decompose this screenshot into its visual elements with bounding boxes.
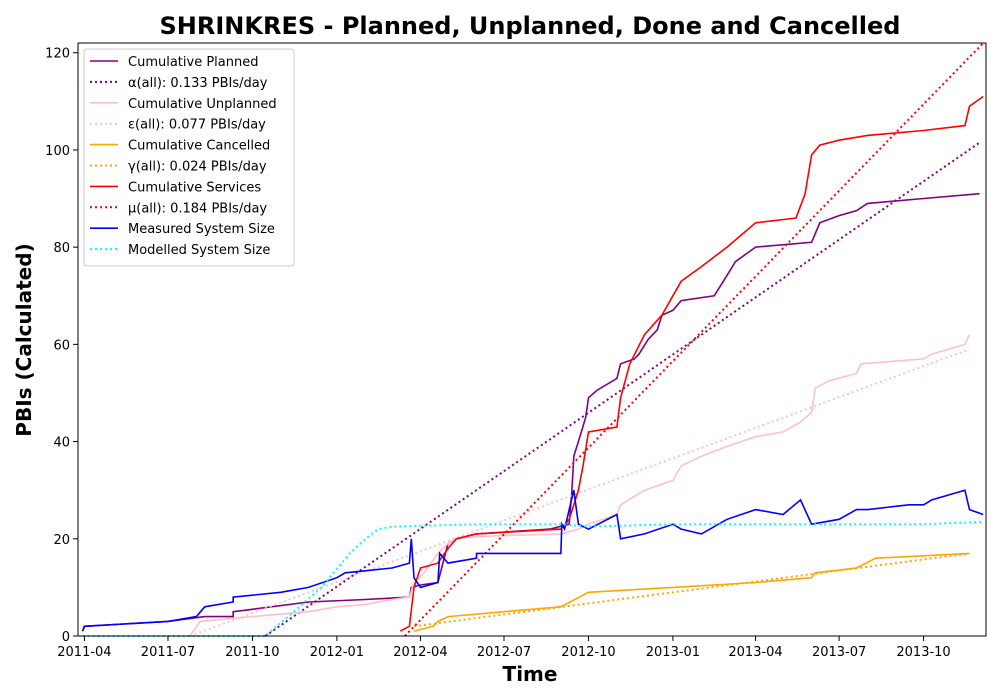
x-axis-label: Time — [503, 662, 558, 686]
chart-title: SHRINKRES - Planned, Unplanned, Done and… — [160, 12, 901, 40]
y-axis-label: PBIs (Calculated) — [12, 243, 36, 436]
series-line-modelled-system-size — [82, 520, 984, 637]
y-tick-label: 0 — [62, 630, 70, 645]
x-tick-label: 2013-04 — [728, 645, 782, 660]
series-line-cumulative-cancelled — [413, 552, 970, 632]
series-line-cumulative-planned — [81, 192, 980, 632]
y-tick-label: 100 — [45, 144, 70, 159]
series-line-cumulative-unplanned — [189, 334, 971, 637]
x-axis: 2011-04 2011-07 2011-10 2012-01 2012-04 2012-… — [57, 636, 951, 660]
legend-label: Modelled System Size — [128, 243, 270, 258]
plot-frame — [77, 42, 987, 637]
y-tick-label: 20 — [53, 533, 70, 548]
legend-label: Cumulative Services — [128, 180, 261, 195]
legend-label: ε(all): 0.077 PBIs/day — [128, 118, 266, 133]
plot-area — [81, 42, 984, 637]
series-line-all-0-024-pbis-day — [413, 552, 970, 628]
x-tick-label: 2013-10 — [896, 645, 950, 660]
legend-label: μ(all): 0.184 PBIs/day — [128, 201, 267, 216]
y-tick-label: 60 — [53, 338, 70, 353]
legend-label: α(all): 0.133 PBIs/day — [128, 76, 268, 91]
y-tick-label: 80 — [53, 241, 70, 256]
legend-label: Cumulative Planned — [128, 55, 258, 70]
x-tick-label: 2012-04 — [393, 645, 447, 660]
x-tick-label: 2012-10 — [561, 645, 615, 660]
x-tick-label: 2012-07 — [477, 645, 531, 660]
series-line-cumulative-services — [399, 95, 984, 632]
x-tick-label: 2011-04 — [57, 645, 111, 660]
legend-label: Measured System Size — [128, 222, 275, 237]
legend-label: Cumulative Unplanned — [128, 97, 277, 112]
legend: Cumulative Planned α(all): 0.133 PBIs/day… — [83, 48, 295, 267]
y-axis: 0 20 40 60 80 100 120 — [45, 47, 78, 645]
legend-label: Cumulative Cancelled — [128, 139, 270, 154]
legend-label: γ(all): 0.024 PBIs/day — [128, 160, 267, 175]
series-line-measured-system-size — [81, 489, 984, 632]
y-tick-label: 120 — [45, 47, 70, 62]
series-line-all-0-184-pbis-day — [404, 42, 984, 637]
x-tick-label: 2011-10 — [225, 645, 279, 660]
x-tick-label: 2013-07 — [812, 645, 866, 660]
series-line-all-0-077-pbis-day — [189, 348, 970, 637]
y-tick-label: 40 — [53, 436, 70, 451]
x-tick-label: 2012-01 — [310, 645, 364, 660]
x-tick-label: 2011-07 — [141, 645, 195, 660]
x-tick-label: 2013-01 — [646, 645, 700, 660]
legend-box — [83, 48, 295, 267]
